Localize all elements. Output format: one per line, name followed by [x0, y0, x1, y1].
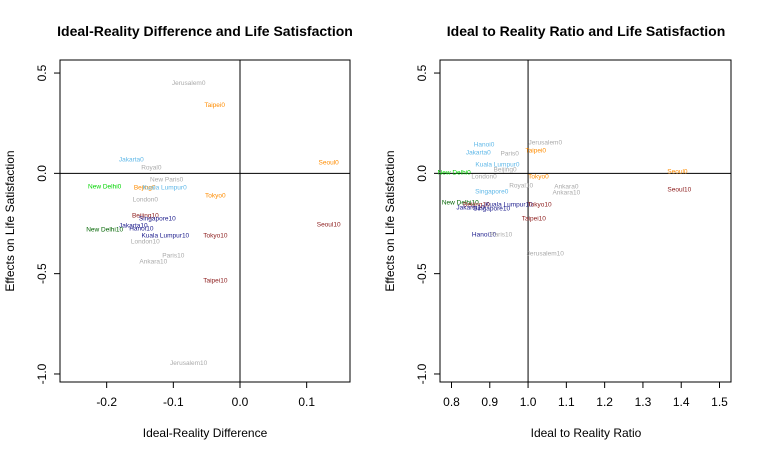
point-label: Beijing10	[463, 201, 490, 208]
point-label: Taipei0	[525, 147, 546, 154]
point-label: Tokyo0	[528, 173, 549, 180]
y-tick-label: -1.0	[415, 363, 429, 384]
y-tick-label: -1.0	[35, 363, 49, 384]
point-label: Royal10	[509, 182, 533, 189]
point-label: Jakarta10	[119, 223, 148, 230]
x-tick-label: 1.4	[673, 395, 690, 409]
x-axis: -0.2 -0.1 0.0 0.1	[96, 382, 315, 409]
point-label: Tokyo10	[203, 233, 228, 240]
point-label: Royal0	[141, 164, 162, 171]
panel-ideal-to-reality-ratio: Ideal to Reality Ratio and Life Satisfac…	[383, 23, 732, 440]
point-label: Jerusalem0	[172, 80, 206, 87]
point-label: Bejing0	[134, 184, 156, 191]
y-axis-label: Effects on Life Satisfaction	[3, 150, 17, 291]
point-label: Taipei10	[522, 215, 547, 222]
y-tick-label: 0.5	[415, 64, 429, 81]
reference-lines	[440, 60, 731, 382]
point-label: New Delhi10	[442, 199, 479, 206]
y-tick-label: -0.5	[415, 263, 429, 284]
x-tick-label: 1.2	[596, 395, 613, 409]
point-label: Hanoi10	[129, 226, 154, 233]
panel-ideal-reality-difference: Ideal-Reality Difference and Life Satisf…	[3, 23, 353, 440]
data-labels: Jerusalem0 Taipei0 Jakarta0 Seoul0 Royal0 New…	[86, 80, 341, 367]
reference-lines	[60, 60, 350, 382]
point-label: Ankara10	[139, 259, 167, 266]
point-label: Seoul10	[667, 186, 691, 193]
point-label: Jakarta10	[456, 204, 485, 211]
point-label: Hanoi0	[474, 141, 495, 148]
point-label: Kuala Lumpur10	[141, 233, 189, 240]
point-label: Tokyo10	[527, 201, 552, 208]
y-axis: 0.5 0.0 -0.5 -1.0	[35, 64, 60, 384]
x-tick-label: 1.3	[635, 395, 652, 409]
point-label: Singapore10	[473, 205, 510, 212]
point-label: Taipei0	[204, 102, 225, 109]
point-label: London10	[131, 239, 160, 246]
point-label: Jerusalem10	[527, 251, 565, 258]
x-tick-label: 1.0	[520, 395, 537, 409]
point-label: London0	[133, 196, 159, 203]
x-axis-label: Ideal to Reality Ratio	[531, 426, 642, 440]
point-label: Kuala Lumpur10	[485, 201, 533, 208]
point-label: Singapore0	[475, 188, 509, 195]
x-tick-label: 1.5	[711, 395, 728, 409]
point-label: Seoul0	[319, 159, 340, 166]
point-label: Tokyo0	[205, 192, 226, 199]
point-label: New Paris0	[150, 176, 184, 183]
point-label: Jakarta0	[119, 156, 144, 163]
y-tick-label: -0.5	[35, 263, 49, 284]
point-label: New Delhi0	[88, 183, 122, 190]
x-axis: 0.8 0.9 1.0 1.1 1.2 1.3 1.4 1.5	[443, 382, 728, 409]
point-label: Beijing0	[494, 166, 518, 173]
y-tick-label: 0.0	[35, 165, 49, 182]
data-labels: Hanoi0 Jerusalem0 Jakarta0 Paris0 Taipei0 Kua…	[438, 139, 692, 257]
point-label: Seoul10	[317, 222, 341, 229]
y-tick-label: 0.0	[415, 165, 429, 182]
point-label: Kuala Lumpur0	[475, 161, 519, 168]
point-label: Taipei10	[203, 278, 228, 285]
point-label: New Delhi10	[86, 227, 123, 234]
x-tick-label: 0.1	[298, 395, 315, 409]
x-tick-label: -0.2	[96, 395, 117, 409]
point-label: Paris0	[500, 150, 519, 157]
x-tick-label: 0.9	[481, 395, 498, 409]
point-label: Ankara10	[552, 189, 580, 196]
point-label: Hanoi10	[472, 232, 497, 239]
point-label: Jerusalem10	[170, 360, 208, 367]
x-tick-label: 0.8	[443, 395, 460, 409]
point-label: Kuala Lumpur0	[143, 184, 187, 191]
x-tick-label: 0.0	[232, 395, 249, 409]
y-axis: 0.5 0.0 -0.5 -1.0	[415, 64, 440, 384]
x-tick-label: 1.1	[558, 395, 575, 409]
point-label: Paris10	[490, 232, 512, 239]
y-tick-label: 0.5	[35, 64, 49, 81]
point-label: Singapore10	[139, 215, 176, 222]
point-label: Paris10	[162, 253, 184, 260]
chart-title: Ideal to Reality Ratio and Life Satisfac…	[447, 23, 726, 39]
plot-frame	[439, 59, 732, 383]
x-axis-label: Ideal-Reality Difference	[143, 426, 268, 440]
y-axis-label: Effects on Life Satisfaction	[383, 150, 397, 291]
plot-frame	[59, 59, 351, 383]
point-label: Ankara0	[554, 183, 579, 190]
x-tick-label: -0.1	[163, 395, 184, 409]
chart-title: Ideal-Reality Difference and Life Satisf…	[57, 23, 353, 39]
point-label: Jakarta0	[466, 149, 491, 156]
point-label: New Delhi0	[438, 169, 472, 176]
point-label: Beijing10	[132, 212, 159, 219]
point-label: Seoul0	[667, 168, 688, 175]
point-label: Jerusalem0	[528, 139, 562, 146]
point-label: London0	[471, 173, 497, 180]
